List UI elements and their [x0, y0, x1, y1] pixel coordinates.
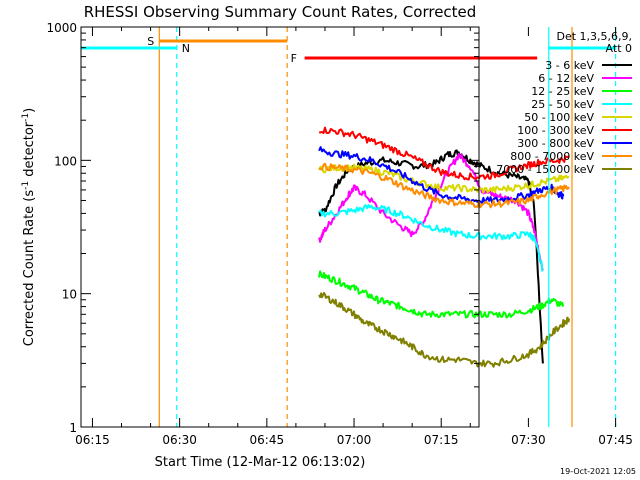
x-tick-label: 07:15: [424, 433, 459, 447]
x-tick-label: 07:45: [598, 433, 633, 447]
series-line-8: [318, 162, 570, 209]
flags-layer: S N F: [81, 27, 617, 427]
legend-label-3: 12 - 25 keV: [531, 85, 594, 98]
series-line-1: [318, 149, 544, 364]
legend-label-6: 100 - 300 keV: [517, 124, 594, 137]
legend-header-line-2: Att 0: [606, 42, 632, 55]
series-layer: [318, 126, 571, 368]
series-line-4: [318, 204, 544, 272]
legend-label-4: 25 - 50 keV: [531, 98, 594, 111]
y-tick-label: 100: [54, 154, 77, 168]
footer-date: 19-Oct-2021 12:05: [560, 467, 636, 476]
flare-flag-label: F: [291, 52, 297, 65]
series-line-6: [319, 126, 570, 181]
axis-layer: 06:15 06:30 06:45 07:00 07:15 07:30 07:45 1 10 10…: [46, 21, 632, 447]
saa-flag-label: S: [147, 35, 154, 48]
x-tick-label: 07:30: [511, 433, 546, 447]
y-tick-label: 10: [62, 288, 77, 302]
legend-label-8: 800 - 7000 keV: [510, 150, 594, 163]
x-axis-label: Start Time (12-Mar-12 06:13:02): [155, 455, 366, 470]
series-line-3: [318, 270, 565, 319]
y-tick-label: 1000: [46, 21, 77, 35]
legend-label-7: 300 - 800 keV: [517, 137, 594, 150]
legend-label-5: 50 - 100 keV: [524, 111, 594, 124]
x-tick-label: 06:15: [75, 433, 110, 447]
legend-label-2: 6 - 12 keV: [538, 72, 594, 85]
night-flag-label: N: [182, 42, 190, 55]
x-tick-label: 06:30: [162, 433, 197, 447]
legend-label-1: 3 - 6 keV: [545, 59, 594, 72]
legend-header-line-1: Det 1,3,5,6,9,: [556, 30, 632, 43]
plot-frame: [80, 26, 480, 428]
y-tick-label: 1: [69, 421, 77, 435]
series-line-7: [318, 146, 565, 204]
legend-label-9: 7000 - 15000 keV: [496, 163, 594, 176]
x-tick-label: 07:00: [337, 433, 372, 447]
series-line-9: [318, 291, 571, 368]
chart-title: RHESSI Observing Summary Count Rates, Co…: [84, 3, 477, 21]
series-line-5: [318, 163, 570, 194]
x-tick-label: 06:45: [250, 433, 285, 447]
y-axis-label: Corrected Count Rate (s-1 detector-1): [21, 108, 37, 346]
